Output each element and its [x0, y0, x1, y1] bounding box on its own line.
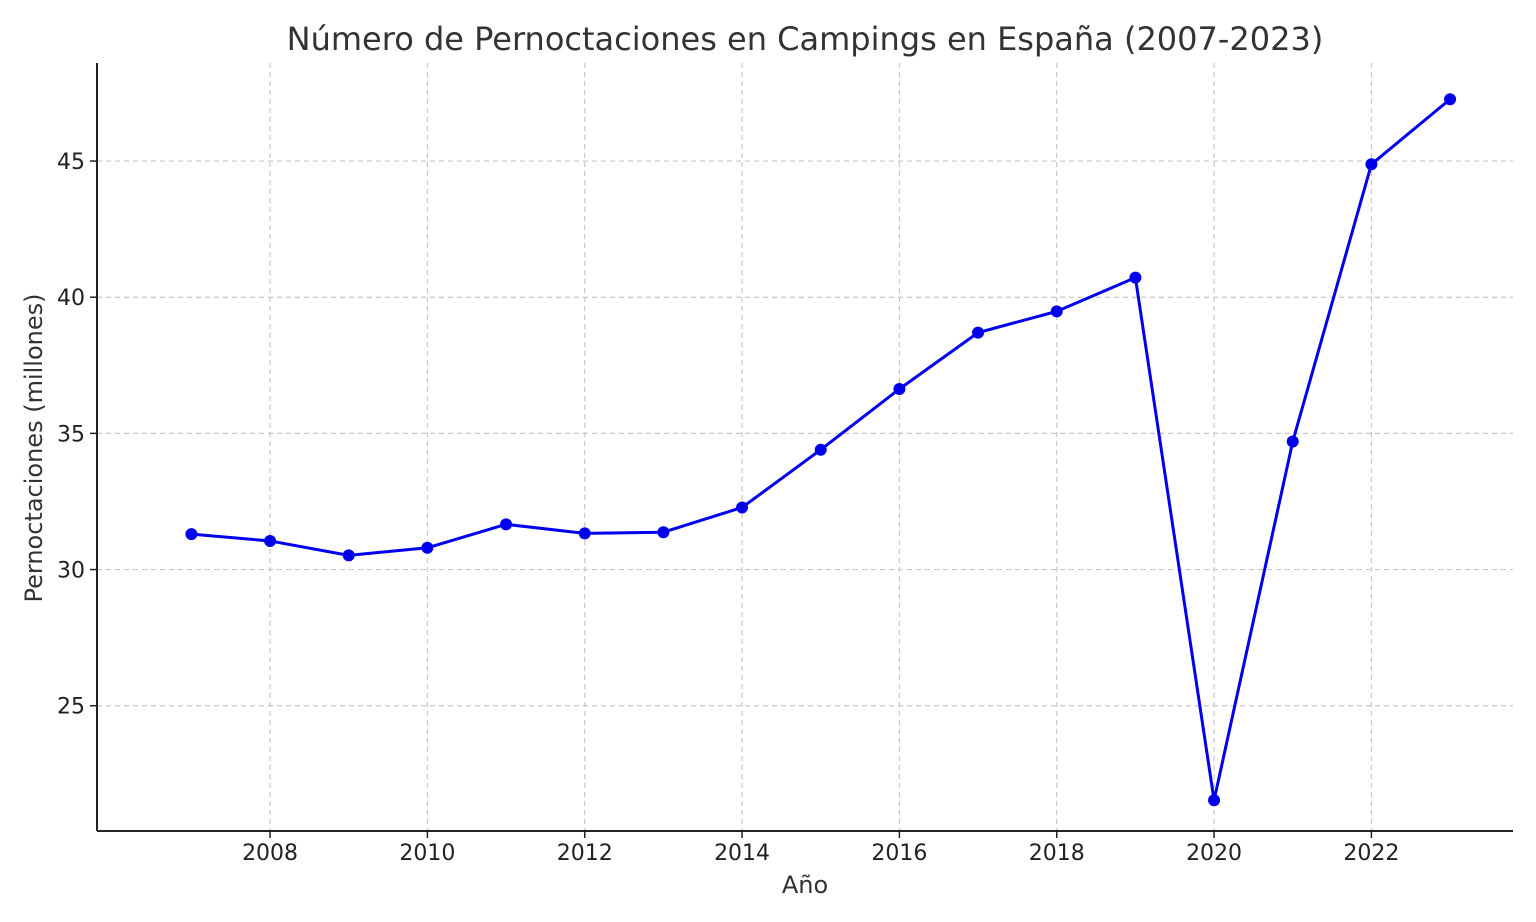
data-series: [185, 93, 1457, 807]
data-point-2020: [1208, 794, 1221, 807]
x-tick-label: 2012: [557, 841, 613, 866]
data-point-2017: [972, 326, 985, 339]
data-point-2016: [893, 382, 906, 395]
chart-title: Número de Pernoctaciones en Campings en …: [287, 20, 1324, 58]
x-tick-label: 2016: [871, 841, 927, 866]
data-point-2007: [185, 528, 198, 541]
data-point-2012: [578, 527, 591, 540]
data-point-2013: [657, 526, 670, 539]
x-tick-label: 2022: [1343, 841, 1399, 866]
y-axis-label: Pernoctaciones (millones): [20, 294, 48, 603]
data-point-2019: [1129, 271, 1142, 284]
x-tick-label: 2008: [242, 841, 298, 866]
y-tick-label: 25: [57, 695, 85, 720]
y-tick-label: 35: [57, 422, 85, 447]
data-point-2008: [264, 534, 277, 547]
data-point-2023: [1444, 93, 1457, 106]
x-tick-label: 2010: [399, 841, 455, 866]
data-point-2010: [421, 541, 434, 554]
axes: [90, 63, 1513, 838]
y-tick-label: 40: [57, 286, 85, 311]
x-tick-label: 2018: [1029, 841, 1085, 866]
data-point-2018: [1050, 305, 1063, 318]
data-point-2009: [342, 549, 355, 562]
data-point-2015: [814, 443, 827, 456]
x-tick-label: 2020: [1186, 841, 1242, 866]
data-point-2021: [1286, 435, 1299, 448]
y-tick-label: 45: [57, 150, 85, 175]
data-point-2014: [736, 501, 749, 514]
grid-lines: [97, 63, 1513, 831]
x-tick-label: 2014: [714, 841, 770, 866]
y-tick-label: 30: [57, 559, 85, 584]
x-axis-label: Año: [782, 871, 828, 899]
data-point-2011: [500, 518, 513, 531]
tick-labels: 2008 2010 2012 2014 2016 2018 2020 2022 25 30 35 40…: [57, 150, 1399, 866]
data-point-2022: [1365, 158, 1378, 171]
